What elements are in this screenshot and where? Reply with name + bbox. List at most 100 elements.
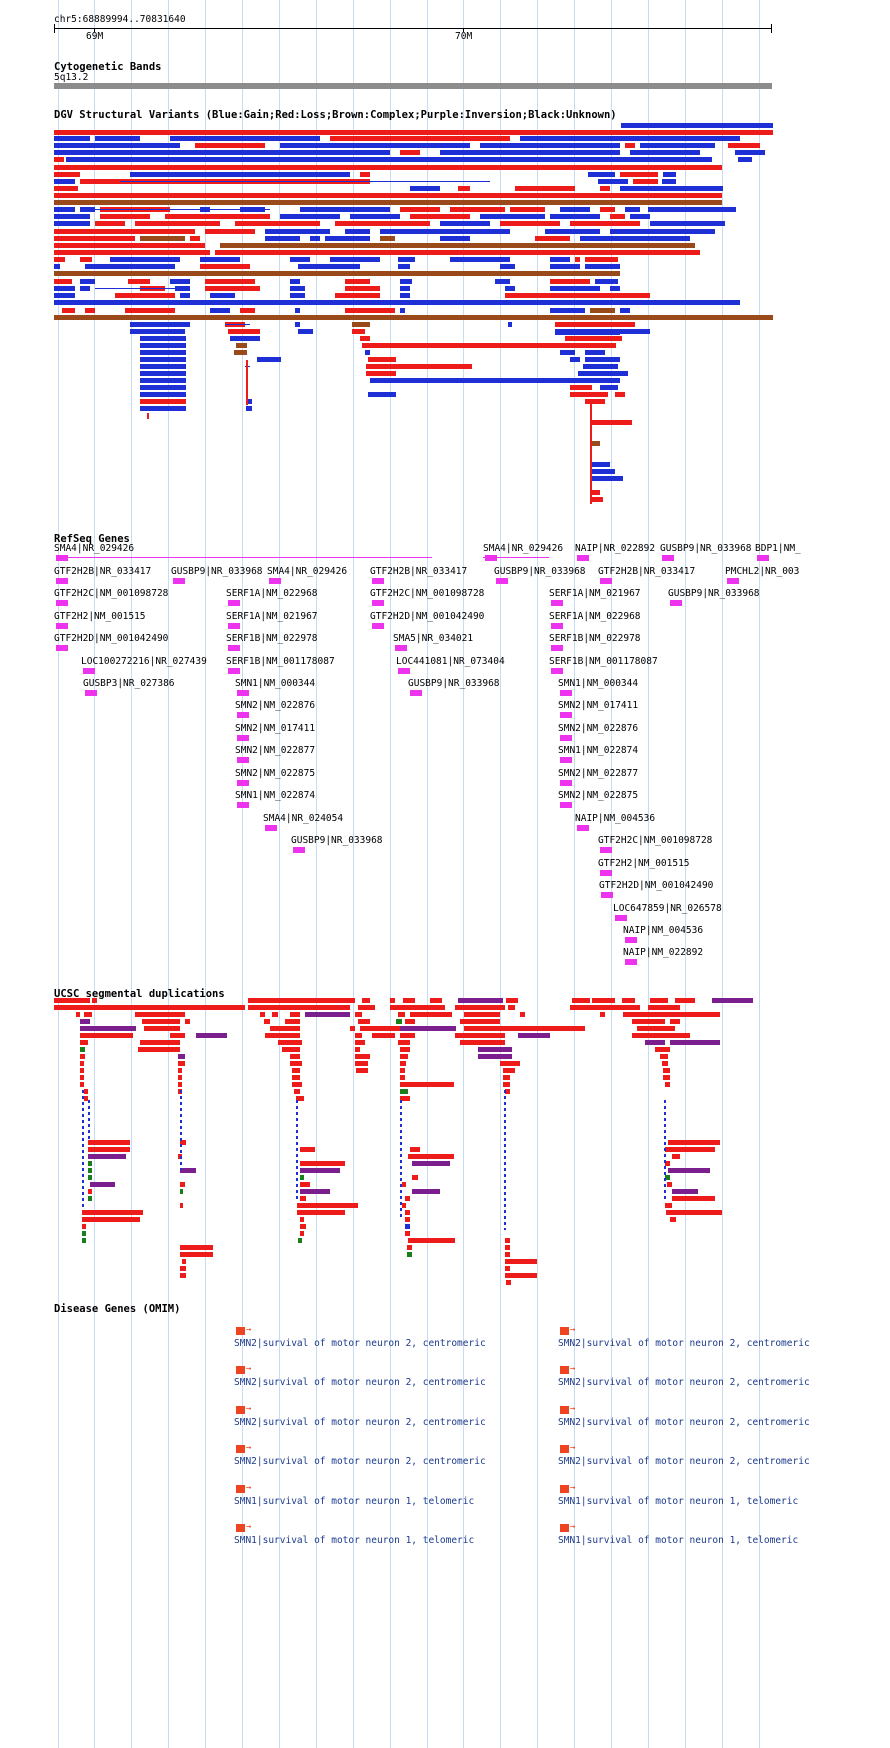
structural-variant[interactable] [640,143,715,148]
structural-variant[interactable] [400,293,410,298]
structural-variant[interactable] [735,150,765,155]
structural-variant[interactable] [368,357,396,362]
segmental-duplication[interactable] [372,1033,395,1038]
structural-variant[interactable] [598,179,628,184]
segmental-duplication[interactable] [296,1096,304,1101]
structural-variant[interactable] [54,193,722,198]
structural-variant[interactable] [352,329,365,334]
structural-variant[interactable] [398,257,415,262]
structural-variant[interactable] [515,186,575,191]
segmental-duplication[interactable] [410,1012,452,1017]
segmental-duplication[interactable] [672,1196,715,1201]
gene-model[interactable] [228,645,240,651]
structural-variant[interactable] [140,364,186,369]
segmental-duplication[interactable] [76,1012,80,1017]
segmental-duplication[interactable] [178,1061,185,1066]
omim-gene-glyph[interactable] [236,1524,245,1532]
structural-variant[interactable] [350,214,400,219]
structural-variant[interactable] [80,286,90,291]
segmental-duplication[interactable] [655,1047,670,1052]
segmental-duplication[interactable] [300,1217,304,1222]
segmental-duplication[interactable] [390,998,395,1003]
refseq-gene-label[interactable]: GTF2H2D|NM_001042490 [599,880,714,891]
segmental-duplication[interactable] [178,1075,182,1080]
structural-variant[interactable] [366,364,472,369]
structural-variant[interactable] [620,172,658,177]
cytoband-bar[interactable] [54,83,772,89]
segmental-duplication[interactable] [672,1189,698,1194]
segmental-duplication[interactable] [300,1189,330,1194]
structural-variant[interactable] [54,165,722,170]
structural-variant[interactable] [510,207,545,212]
segmental-duplication[interactable] [180,1266,186,1271]
structural-variant[interactable] [298,264,360,269]
structural-variant[interactable] [572,378,620,383]
structural-variant[interactable] [610,286,620,291]
segmental-duplication[interactable] [668,1140,720,1145]
structural-variant[interactable] [210,308,230,313]
segmental-duplication[interactable] [506,1280,511,1285]
refseq-gene-label[interactable]: SMN1|NM_000344 [235,678,316,689]
segmental-duplication[interactable] [292,1068,300,1073]
structural-variant[interactable] [400,286,410,291]
segmental-duplication[interactable] [138,1047,180,1052]
refseq-gene-label[interactable]: SERF1B|NM_022978 [226,633,318,644]
structural-variant[interactable] [290,279,300,284]
refseq-gene-label[interactable]: GTF2H2C|NM_001098728 [54,588,169,599]
structural-variant[interactable] [130,322,190,327]
structural-variant[interactable] [352,322,370,327]
segmental-duplication[interactable] [455,1033,505,1038]
structural-variant[interactable] [200,264,250,269]
structural-variant[interactable] [54,136,90,141]
gene-model[interactable] [615,915,627,921]
structural-variant[interactable] [110,257,180,262]
structural-variant[interactable] [54,143,180,148]
structural-variant[interactable] [550,286,600,291]
gene-model[interactable] [601,892,613,898]
structural-variant[interactable] [621,123,773,128]
structural-variant[interactable] [590,497,603,502]
structural-variant[interactable] [210,293,235,298]
refseq-gene-label[interactable]: NAIP|NM_004536 [623,925,704,936]
structural-variant[interactable] [54,200,722,205]
segmental-duplication[interactable] [358,1005,375,1010]
structural-variant[interactable] [535,236,570,241]
refseq-gene-label[interactable]: BDP1|NM_ [755,543,801,554]
structural-variant[interactable] [298,329,313,334]
segmental-duplication[interactable] [82,1217,140,1222]
structural-variant[interactable] [410,186,440,191]
omim-disease-label[interactable]: SMN2|survival of motor neuron 2, centrom… [234,1377,486,1388]
segmental-duplication[interactable] [297,1210,345,1215]
structural-variant[interactable] [80,257,92,262]
structural-variant[interactable] [550,264,580,269]
refseq-gene-label[interactable]: SMA4|NR_024054 [263,813,344,824]
structural-variant[interactable] [54,286,75,291]
structural-variant[interactable] [570,392,608,397]
segmental-duplication[interactable] [350,1026,355,1031]
segmental-duplication[interactable] [300,1196,306,1201]
gene-model[interactable] [237,780,249,786]
structural-variant[interactable] [130,172,350,177]
structural-variant[interactable] [54,264,60,269]
structural-variant[interactable] [140,371,186,376]
structural-variant[interactable] [368,392,396,397]
segmental-duplication[interactable] [632,1033,690,1038]
segmental-duplication[interactable] [478,1047,512,1052]
segmental-duplication[interactable] [88,1196,92,1201]
segmental-duplication[interactable] [300,1175,304,1180]
structural-variant[interactable] [80,279,95,284]
structural-variant[interactable] [54,293,75,298]
structural-variant[interactable] [54,214,90,219]
structural-variant[interactable] [440,236,470,241]
refseq-gene-label[interactable]: SERF1B|NM_022978 [549,633,641,644]
structural-variant[interactable] [370,378,590,383]
gene-model[interactable] [395,645,407,651]
structural-variant[interactable] [550,308,585,313]
structural-variant[interactable] [610,214,625,219]
segmental-duplication[interactable] [80,1075,84,1080]
structural-variant[interactable] [570,221,640,226]
structural-variant[interactable] [175,286,190,291]
segmental-duplication[interactable] [670,1217,676,1222]
segmental-duplication[interactable] [478,1054,512,1059]
segmental-duplication[interactable] [405,1019,415,1024]
